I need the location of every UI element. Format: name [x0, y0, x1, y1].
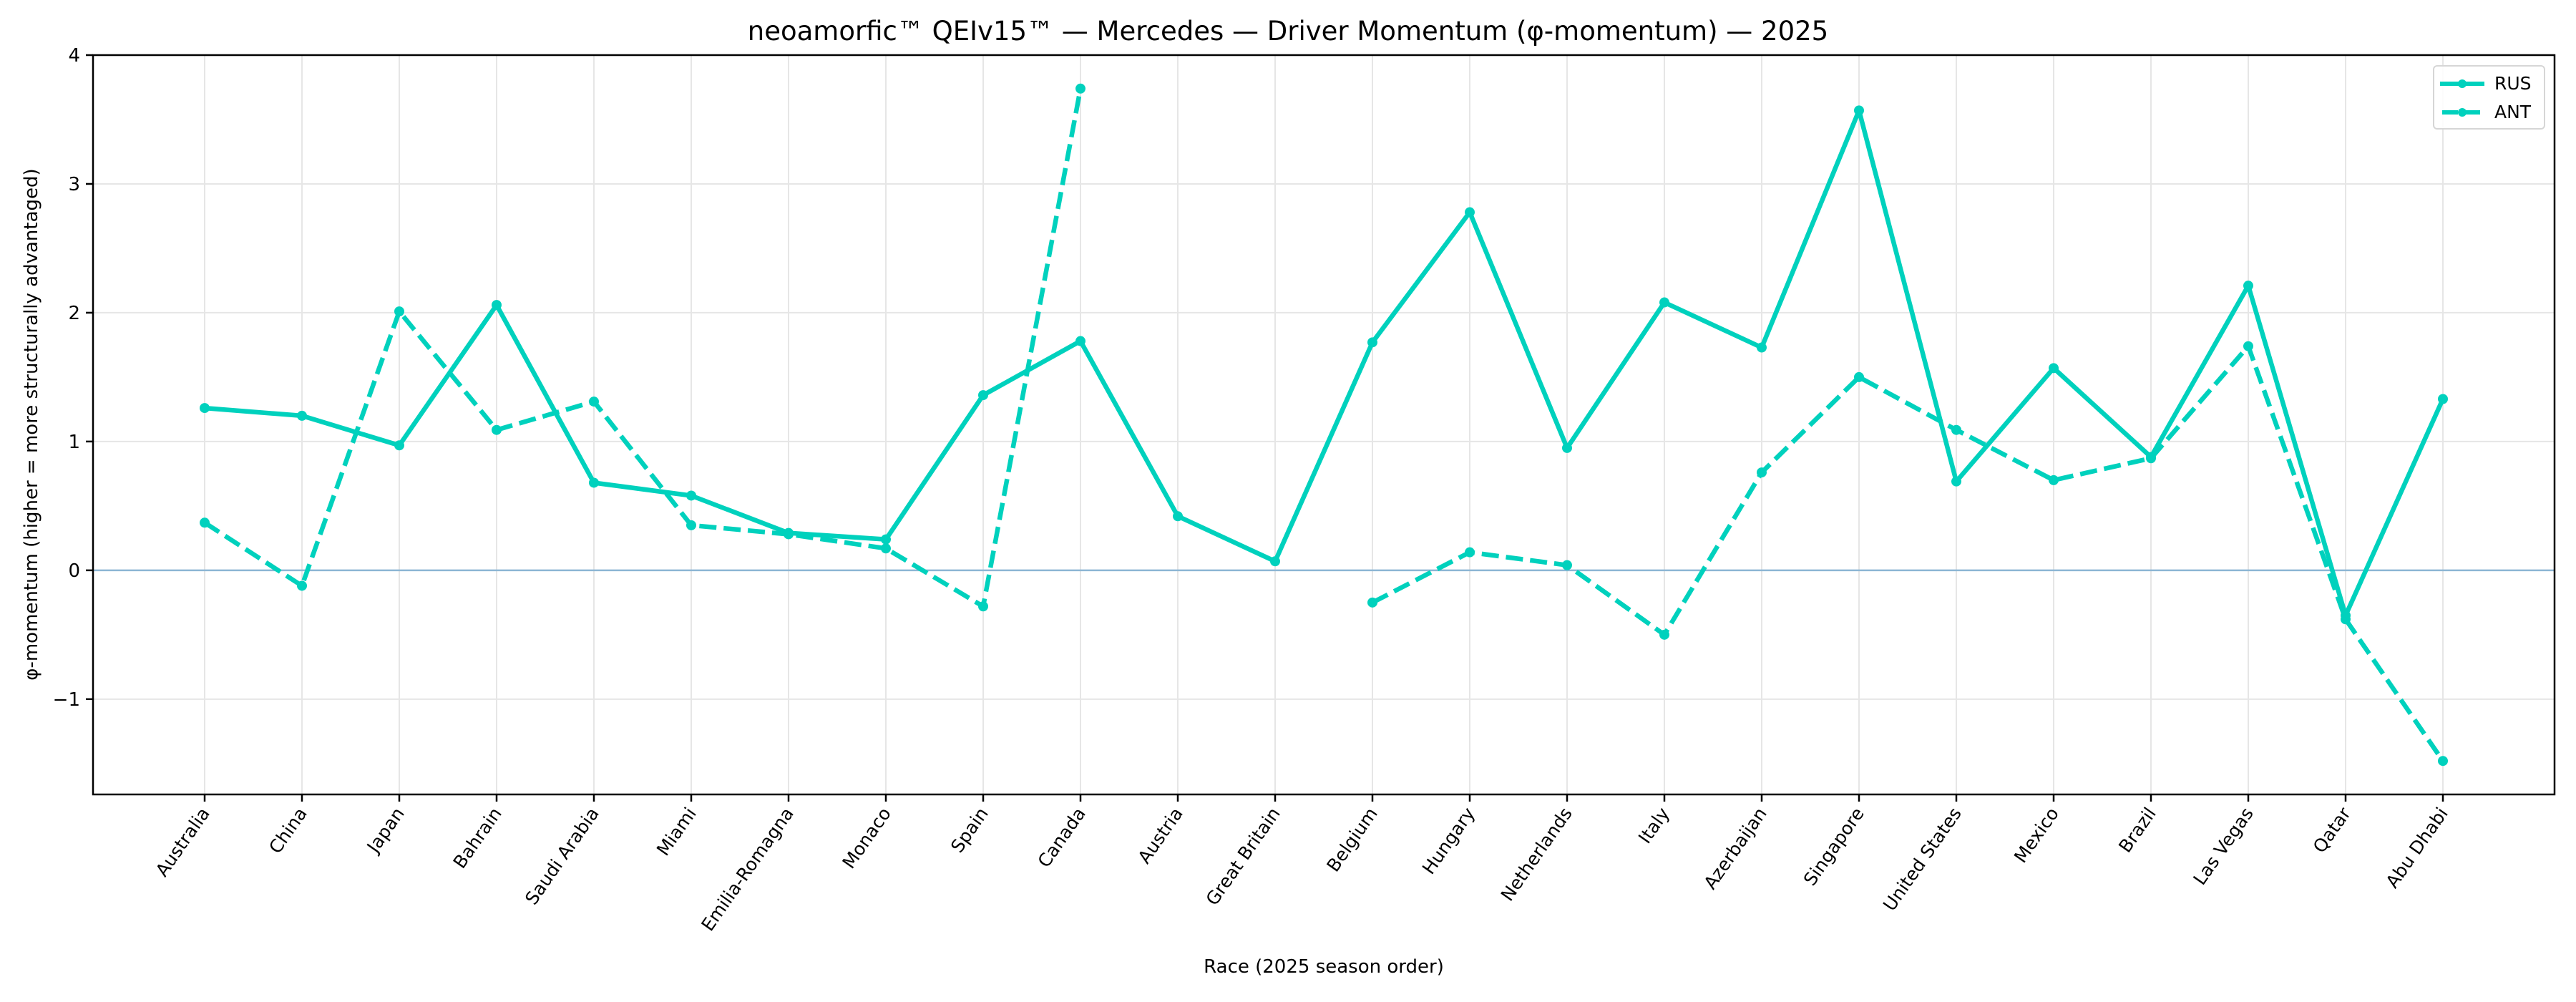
data-point-marker [2438, 394, 2448, 404]
data-point-marker [200, 517, 210, 528]
x-tick-label: Austria [1133, 804, 1186, 867]
data-point-marker [1659, 629, 1669, 640]
data-point-marker [2243, 281, 2253, 291]
x-tick-label: Las Vegas [2189, 804, 2257, 889]
y-tick-label: −1 [53, 689, 80, 711]
data-point-marker [589, 477, 599, 488]
data-point-marker [1075, 83, 1085, 94]
data-point-marker [394, 306, 404, 317]
data-point-marker [2243, 341, 2253, 351]
x-tick-label: Azerbaijan [1699, 804, 1771, 893]
data-point-marker [1173, 511, 1183, 522]
x-tick-label: Italy [1634, 804, 1674, 847]
data-point-marker [297, 410, 307, 421]
data-point-marker [1465, 207, 1475, 218]
x-tick-label: Netherlands [1497, 804, 1576, 905]
data-point-marker [2049, 363, 2059, 374]
series-line [203, 88, 1083, 609]
data-point-marker [1075, 336, 1085, 346]
x-tick-label: Japan [362, 804, 409, 857]
data-point-marker [1465, 547, 1475, 558]
data-point-marker [492, 424, 502, 435]
data-point-marker [881, 534, 891, 545]
data-point-marker [784, 529, 794, 540]
data-point-marker [2146, 453, 2156, 464]
data-point-marker [881, 543, 891, 554]
y-axis-ticks: −1 0 1 2 3 4 [53, 45, 93, 711]
y-tick-label: 2 [68, 303, 80, 324]
y-tick-label: 4 [68, 45, 80, 67]
series-ant [200, 83, 2448, 767]
data-point-marker [492, 300, 502, 311]
legend-item-ant: ANT [2434, 99, 2544, 125]
x-tick-label: Saudi Arabia [521, 804, 603, 909]
x-tick-label: Canada [1034, 804, 1090, 872]
data-point-marker [978, 390, 988, 401]
data-point-marker [200, 403, 210, 414]
axes-frame [92, 54, 2556, 796]
x-tick-label: Belgium [1322, 804, 1382, 876]
legend-label: ANT [2494, 102, 2532, 122]
data-point-marker [1854, 105, 1864, 116]
y-tick-label: 1 [68, 432, 80, 453]
data-point-marker [2341, 614, 2351, 625]
x-tick-label: United States [1879, 804, 1966, 915]
x-tick-label: Qatar [2309, 803, 2356, 857]
data-point-marker [1757, 467, 1767, 478]
data-point-marker [297, 580, 307, 591]
axes-border [92, 54, 2556, 796]
x-tick-label: Great Britain [1201, 804, 1284, 910]
data-point-marker [1951, 476, 1961, 487]
series-line [1371, 344, 2445, 763]
data-point-marker [1951, 424, 1961, 435]
x-tick-label: Spain [947, 804, 992, 857]
data-point-marker [2049, 475, 2059, 485]
x-tick-label: Miami [653, 804, 701, 860]
series-lines [200, 83, 2448, 767]
y-tick-label: 3 [68, 174, 80, 195]
data-point-marker [978, 601, 988, 612]
data-point-marker [1659, 297, 1669, 308]
legend-item-rus: RUS [2434, 71, 2544, 97]
data-point-marker [394, 440, 404, 451]
x-axis-ticks: Australia China Japan Bahrain Saudi Arabia Mi… [152, 794, 2452, 935]
solid-line-marker-icon [2440, 79, 2484, 88]
legend: RUS ANT [2433, 65, 2545, 130]
chart-title: neoamorfic™ QEIv15™ — Mercedes — Driver … [747, 16, 1829, 47]
data-point-marker [686, 490, 696, 501]
dashed-line-marker-icon [2442, 108, 2484, 117]
y-tick-label: 0 [68, 560, 80, 582]
x-tick-label: Australia [152, 804, 214, 880]
x-tick-label: Hungary [1418, 804, 1479, 878]
data-point-marker [1270, 556, 1280, 567]
x-tick-label: Singapore [1800, 804, 1868, 890]
data-point-marker [1757, 342, 1767, 353]
data-point-marker [1367, 337, 1377, 348]
data-point-marker [686, 520, 696, 530]
x-tick-label: Mexico [2010, 804, 2063, 867]
y-axis-label: φ-momentum (higher = more structurally a… [21, 168, 42, 681]
gridlines [93, 54, 2555, 794]
data-point-marker [1854, 371, 1864, 382]
data-point-marker [1562, 442, 1572, 453]
x-tick-label: Abu Dhabi [2382, 804, 2452, 892]
x-tick-label: Monaco [838, 804, 894, 872]
data-point-marker [1562, 560, 1572, 570]
series-line [204, 108, 2445, 618]
x-tick-label: Bahrain [449, 804, 506, 872]
data-point-marker [1367, 597, 1377, 608]
data-point-marker [589, 397, 599, 407]
x-tick-label: Emilia-Romagna [697, 804, 798, 935]
x-tick-label: China [265, 804, 311, 857]
data-point-marker [2438, 756, 2448, 767]
legend-label: RUS [2494, 73, 2532, 94]
series-rus [200, 105, 2448, 621]
x-axis-label: Race (2025 season order) [1204, 956, 1444, 978]
x-tick-label: Brazil [2114, 804, 2160, 857]
